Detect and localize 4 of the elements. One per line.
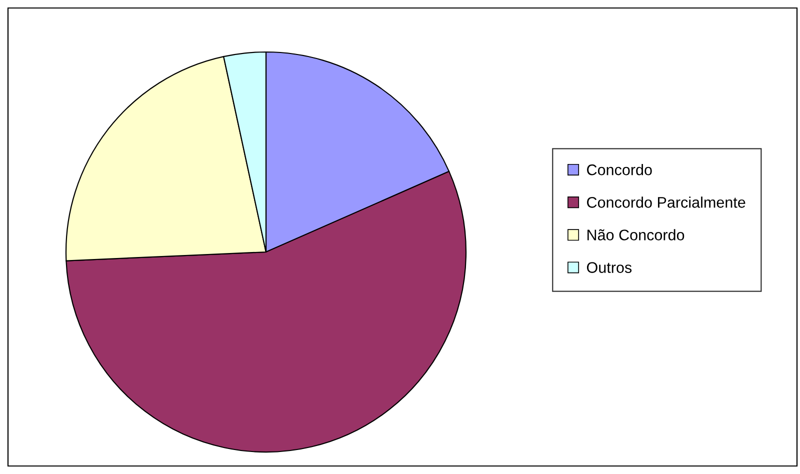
legend-label: Concordo Parcialmente bbox=[587, 196, 746, 208]
legend-label: Concordo bbox=[587, 164, 652, 176]
legend-label: Não Concordo bbox=[588, 229, 684, 240]
legend-label: Outros bbox=[586, 262, 632, 273]
